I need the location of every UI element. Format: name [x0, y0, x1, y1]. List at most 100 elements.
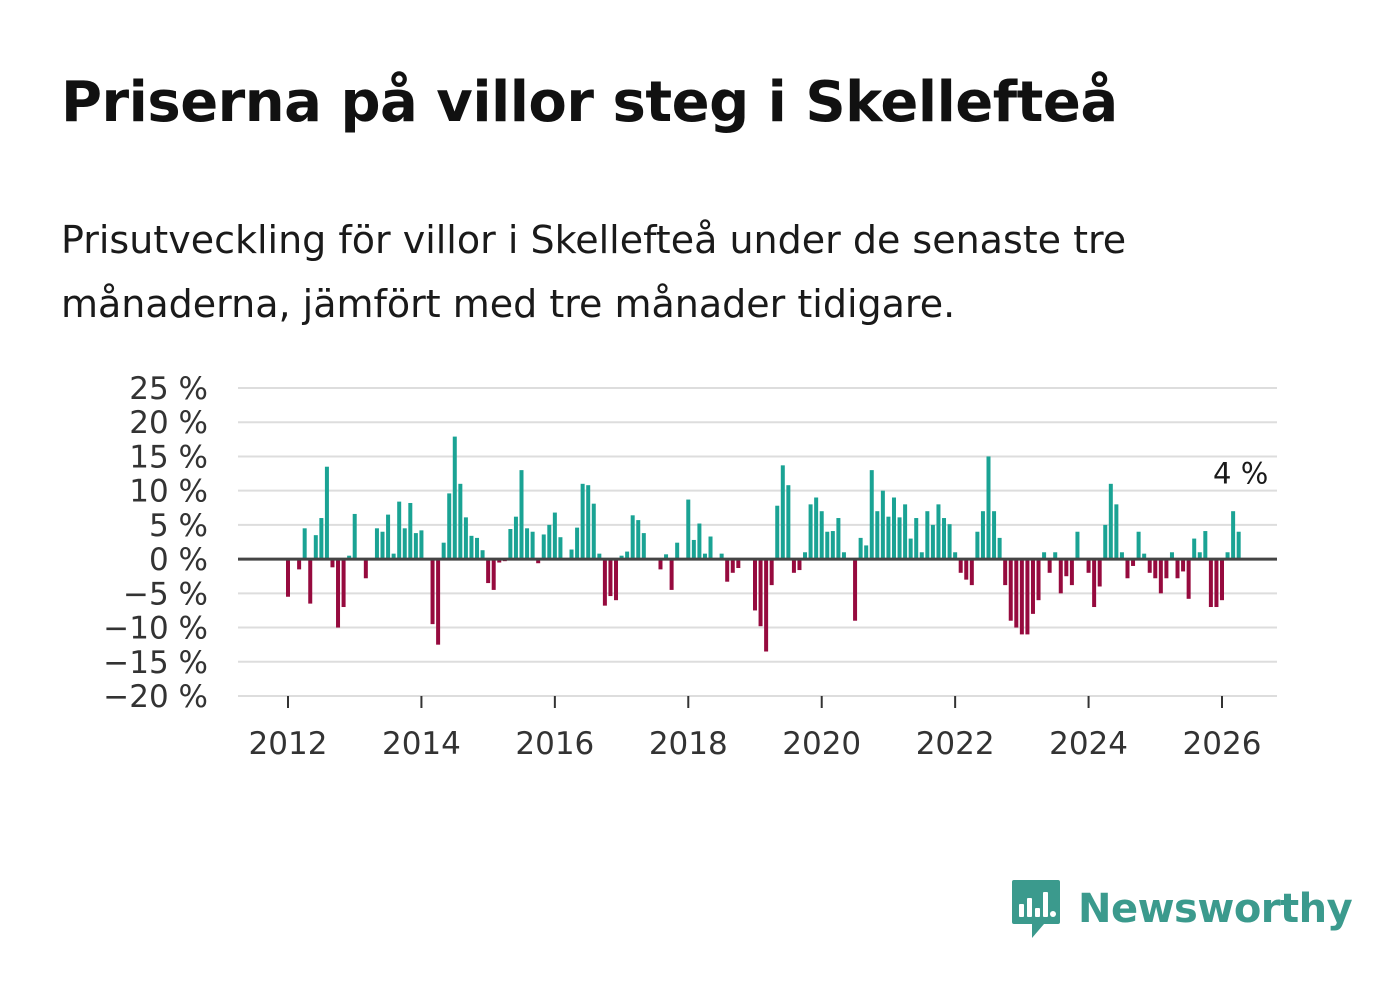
- data-bar: [352, 513, 357, 560]
- data-bar: [1142, 553, 1147, 560]
- x-tick-label: 2018: [649, 726, 728, 762]
- chart-subtitle: Prisutveckling för villor i Skellefteå u…: [61, 218, 1127, 326]
- y-axis-ticks: 25 %20 %15 %10 %5 %0 %−5 %−10 %−15 %−20 …: [103, 371, 208, 715]
- data-bar: [1047, 559, 1052, 573]
- data-bar: [725, 559, 730, 582]
- data-bar: [958, 559, 963, 573]
- data-bar: [586, 485, 591, 560]
- brand-name: Newsworthy: [1078, 886, 1353, 932]
- data-bar: [1108, 483, 1113, 560]
- data-bar: [486, 559, 491, 584]
- data-bar: [775, 505, 780, 560]
- x-axis-ticks: 2012 2014 2016 2018 2020 2022 2024 2026: [249, 696, 1261, 762]
- data-bar: [1125, 559, 1130, 579]
- x-tick-label: 2024: [1049, 726, 1128, 762]
- data-bar: [836, 518, 841, 560]
- data-bar: [1220, 559, 1224, 601]
- bars-layer: [286, 436, 1241, 652]
- data-bar: [630, 515, 635, 560]
- data-bar: [297, 559, 302, 570]
- data-bar: [825, 531, 830, 560]
- y-tick-label: 15 %: [129, 439, 208, 475]
- y-tick-label: 25 %: [129, 371, 208, 407]
- data-bar: [447, 493, 452, 560]
- data-bar: [664, 554, 669, 560]
- data-bar: [786, 485, 791, 560]
- data-bar: [1208, 559, 1213, 608]
- data-bar: [702, 553, 707, 560]
- data-bar: [803, 552, 808, 560]
- data-bar: [1192, 538, 1197, 560]
- data-bar: [1075, 531, 1080, 560]
- data-bar: [1169, 552, 1174, 560]
- data-bar: [1053, 552, 1058, 560]
- data-bar: [830, 531, 835, 560]
- data-bar: [1069, 559, 1074, 586]
- x-tick-label: 2016: [515, 726, 594, 762]
- data-bar: [330, 559, 335, 568]
- data-bar: [675, 542, 680, 560]
- data-bar: [558, 537, 563, 560]
- x-tick-label: 2020: [782, 726, 861, 762]
- data-bar: [1203, 531, 1208, 560]
- data-bar: [475, 537, 480, 560]
- data-bar: [986, 456, 991, 560]
- chart-title: Priserna på villor steg i Skellefteå: [61, 70, 1118, 135]
- data-bar: [919, 552, 924, 560]
- data-bar: [552, 512, 557, 560]
- data-bar: [947, 524, 952, 560]
- data-bar: [313, 535, 318, 560]
- y-tick-label: 20 %: [129, 405, 208, 441]
- data-bar: [975, 531, 980, 560]
- data-bar: [402, 528, 407, 560]
- data-bar: [880, 490, 885, 560]
- data-bar: [591, 503, 596, 560]
- data-bar: [886, 516, 891, 560]
- data-bar: [719, 553, 724, 560]
- data-bar: [463, 517, 468, 560]
- data-bar: [1058, 559, 1063, 594]
- data-bar: [497, 559, 502, 563]
- data-bar: [1008, 559, 1013, 621]
- data-bar: [1019, 559, 1024, 635]
- data-bar: [658, 559, 663, 570]
- data-bar: [436, 559, 441, 645]
- data-bar: [597, 553, 602, 560]
- data-bar: [641, 533, 646, 560]
- last-value-label: 4 %: [1213, 457, 1268, 491]
- data-bar: [525, 528, 530, 560]
- y-tick-label: −10 %: [103, 611, 208, 647]
- data-bar: [480, 550, 485, 560]
- data-bar: [1136, 531, 1141, 560]
- y-tick-label: 0 %: [149, 542, 208, 578]
- data-bar: [708, 536, 713, 560]
- data-bar: [1214, 559, 1219, 608]
- data-bar: [864, 545, 869, 560]
- data-bar: [1181, 559, 1186, 572]
- data-bar: [1025, 559, 1030, 635]
- data-bar: [452, 436, 457, 560]
- data-bar: [508, 529, 513, 560]
- data-bar: [730, 559, 735, 573]
- data-bar: [413, 533, 418, 560]
- data-bar: [419, 530, 424, 560]
- data-bar: [930, 524, 935, 560]
- data-bar: [619, 555, 624, 560]
- data-bar: [791, 559, 796, 573]
- data-bar: [853, 559, 858, 621]
- data-bar: [797, 559, 802, 571]
- data-bar: [302, 528, 307, 560]
- data-bar: [769, 559, 774, 586]
- data-bar: [308, 559, 313, 604]
- data-bar: [969, 559, 974, 586]
- data-bar: [519, 470, 524, 560]
- data-bar: [575, 527, 580, 560]
- data-bar: [691, 539, 696, 560]
- bar-chart: 25 %20 %15 %10 %5 %0 %−5 %−10 %−15 %−20 …: [103, 371, 1277, 762]
- data-bar: [1186, 559, 1191, 599]
- data-bar: [458, 483, 463, 560]
- data-bar: [530, 531, 535, 560]
- data-bar: [1092, 559, 1097, 608]
- data-bar: [1225, 552, 1230, 560]
- data-bar: [625, 551, 630, 560]
